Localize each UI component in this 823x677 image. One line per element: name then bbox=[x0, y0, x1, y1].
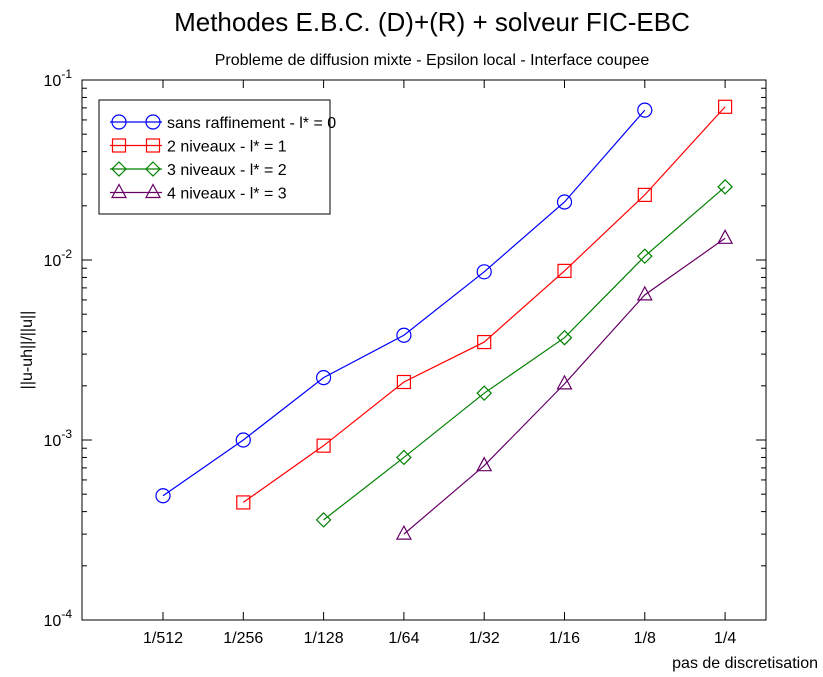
y-tick-label: 10-3 bbox=[44, 427, 73, 450]
data-point-circle bbox=[111, 114, 127, 130]
data-point-square bbox=[637, 187, 652, 202]
data-point-square bbox=[236, 495, 251, 510]
data-point-circle bbox=[235, 432, 251, 448]
series bbox=[236, 99, 733, 510]
data-point-diamond bbox=[111, 161, 127, 177]
series-line bbox=[242, 106, 726, 503]
data-point-square bbox=[717, 99, 733, 114]
legend-label: 4 niveaux - l* = 3 bbox=[167, 186, 287, 203]
data-point-triangle bbox=[556, 374, 573, 390]
data-point-triangle bbox=[144, 183, 162, 199]
legend-item: 4 niveaux - l* = 3 bbox=[110, 183, 287, 203]
chart-subtitle: Probleme de diffusion mixte - Epsilon lo… bbox=[215, 52, 650, 69]
legend-label: sans raffinement - l* = 0 bbox=[167, 115, 336, 132]
series-line bbox=[162, 109, 646, 497]
series bbox=[155, 102, 653, 504]
data-point-diamond bbox=[476, 385, 493, 402]
chart-title: Methodes E.B.C. (D)+(R) + solveur FIC-EB… bbox=[174, 7, 690, 37]
legend: sans raffinement - l* = 0 2 niveaux - l* … bbox=[98, 99, 336, 215]
data-point-diamond bbox=[556, 329, 573, 346]
data-point-diamond bbox=[145, 161, 161, 177]
data-point-circle bbox=[145, 114, 161, 130]
y-axis: 10-4 10-3 10-2 10-1 bbox=[44, 67, 766, 630]
data-point-triangle bbox=[476, 456, 493, 472]
plot-frame bbox=[81, 79, 767, 621]
data-point-triangle bbox=[110, 183, 128, 199]
data-point-diamond bbox=[717, 178, 733, 195]
x-axis-label: pas de discretisation bbox=[672, 655, 818, 672]
data-point-circle bbox=[637, 102, 653, 118]
data-point-square bbox=[557, 263, 572, 278]
x-tick-label: 1/256 bbox=[223, 630, 263, 647]
data-point-triangle bbox=[395, 524, 412, 540]
x-tick-label: 1/4 bbox=[714, 630, 736, 647]
y-tick-label: 10-2 bbox=[44, 247, 73, 270]
series bbox=[395, 229, 734, 540]
series-line bbox=[403, 237, 726, 535]
y-tick-label: 10-1 bbox=[44, 67, 73, 90]
data-point-triangle bbox=[717, 229, 734, 244]
data-point-diamond bbox=[636, 248, 653, 265]
data-point-circle bbox=[396, 327, 412, 343]
legend-label: 3 niveaux - l* = 2 bbox=[167, 162, 287, 179]
legend-label: 2 niveaux - l* = 1 bbox=[167, 139, 287, 156]
series-layer bbox=[155, 99, 734, 540]
data-point-triangle bbox=[636, 285, 653, 301]
x-tick-label: 1/8 bbox=[634, 630, 656, 647]
data-point-circle bbox=[476, 264, 492, 280]
data-point-circle bbox=[556, 194, 573, 210]
series bbox=[315, 178, 733, 528]
data-point-diamond bbox=[396, 449, 412, 466]
legend-item: 2 niveaux - l* = 1 bbox=[110, 138, 287, 156]
data-point-square bbox=[316, 438, 331, 453]
legend-item: 3 niveaux - l* = 2 bbox=[110, 161, 287, 179]
x-axis: 1/512 1/256 1/128 1/64 1/32 1/16 1/8 1/4 bbox=[143, 80, 736, 647]
data-point-square bbox=[111, 138, 127, 153]
data-point-diamond bbox=[315, 512, 332, 528]
data-point-square bbox=[396, 374, 411, 390]
x-tick-label: 1/16 bbox=[549, 630, 580, 647]
series-line bbox=[323, 186, 726, 521]
x-tick-label: 1/32 bbox=[469, 630, 500, 647]
data-point-square bbox=[145, 138, 161, 153]
data-point-circle bbox=[155, 488, 171, 504]
x-tick-label: 1/128 bbox=[304, 630, 344, 647]
x-tick-label: 1/512 bbox=[143, 630, 183, 647]
y-tick-label: 10-4 bbox=[44, 607, 73, 630]
legend-box bbox=[98, 99, 331, 215]
y-axis-label: ||u-uh||/||u|| bbox=[19, 311, 36, 390]
legend-item: sans raffinement - l* = 0 bbox=[110, 114, 336, 132]
data-point-square bbox=[477, 334, 492, 350]
x-tick-label: 1/64 bbox=[388, 630, 419, 647]
data-point-circle bbox=[316, 370, 332, 386]
